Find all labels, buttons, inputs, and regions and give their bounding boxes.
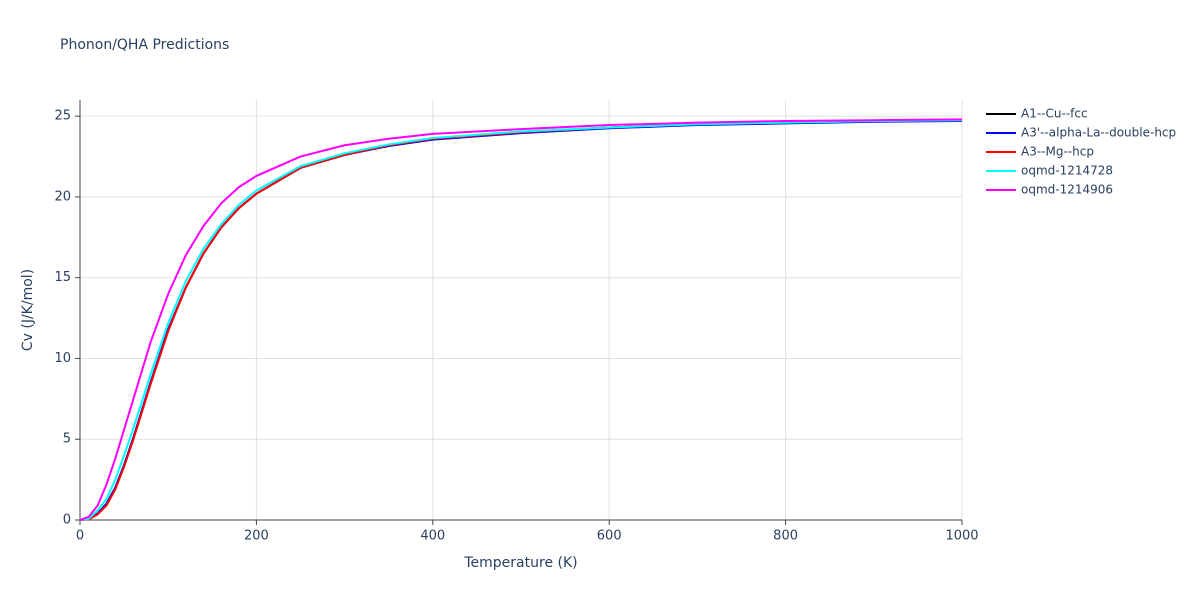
y-tick-label: 5 xyxy=(63,432,71,447)
legend-label: oqmd-1214728 xyxy=(1021,164,1113,178)
chart-title: Phonon/QHA Predictions xyxy=(60,37,229,53)
legend-label: A1--Cu--fcc xyxy=(1021,107,1088,121)
x-tick-label: 1000 xyxy=(945,529,978,544)
y-tick-label: 20 xyxy=(54,189,71,204)
series-line xyxy=(79,118,963,521)
y-tick-label: 15 xyxy=(54,270,71,285)
x-tick-label: 400 xyxy=(420,529,445,544)
series-line xyxy=(79,119,963,521)
y-tick-label: 25 xyxy=(54,109,71,124)
x-tick-label: 600 xyxy=(597,529,622,544)
series-line xyxy=(79,120,963,521)
y-tick-label: 10 xyxy=(54,351,71,366)
series-line xyxy=(79,119,963,521)
y-axis-label: Cv (J/K/mol) xyxy=(20,269,36,351)
legend-label: A3--Mg--hcp xyxy=(1021,145,1094,159)
legend-label: oqmd-1214906 xyxy=(1021,183,1113,197)
legend-label: A3'--alpha-La--double-hcp xyxy=(1021,126,1176,140)
y-tick-label: 0 xyxy=(63,513,71,528)
x-tick-label: 800 xyxy=(773,529,798,544)
series-line xyxy=(79,119,963,521)
x-tick-label: 200 xyxy=(244,529,269,544)
x-axis-label: Temperature (K) xyxy=(463,555,577,571)
x-tick-label: 0 xyxy=(76,529,84,544)
